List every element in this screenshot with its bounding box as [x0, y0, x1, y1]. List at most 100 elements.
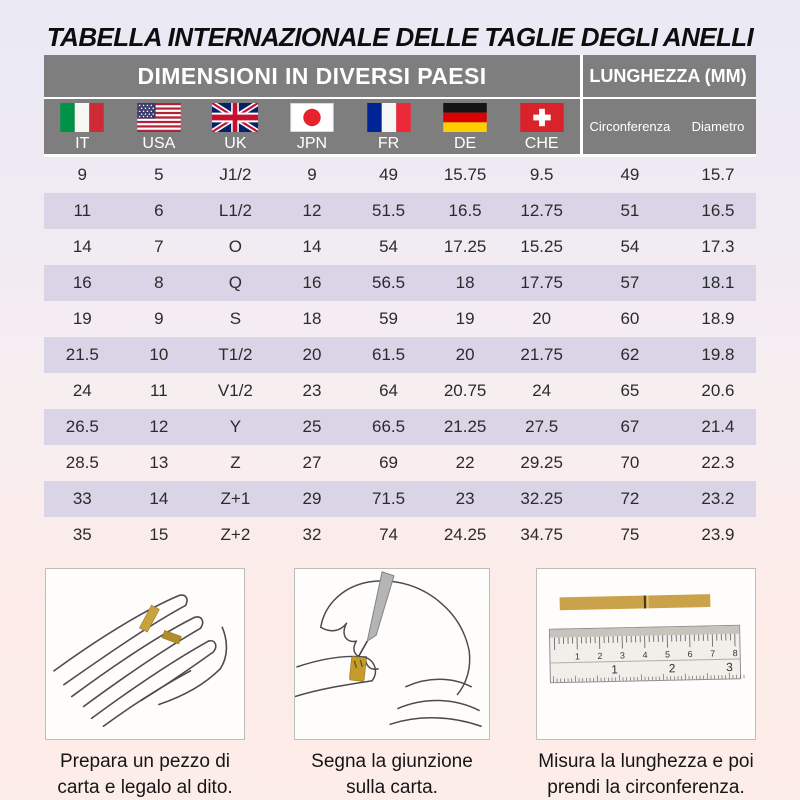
- japan-flag-icon: [290, 102, 334, 132]
- table-cell: 28.5: [65, 453, 99, 472]
- table-cell: 11: [73, 201, 92, 220]
- table-cell: 20.6: [701, 381, 735, 400]
- table-cell: J1/2: [219, 165, 252, 184]
- measurement-instructions: Prepara un pezzo di carta e legalo al di…: [0, 568, 800, 800]
- table-cell: 21.5: [65, 345, 99, 364]
- instruction-figure-1: [45, 568, 245, 740]
- table-cell: 9: [154, 309, 164, 328]
- country-code-label: CHE: [524, 134, 559, 152]
- table-cell: 19.8: [701, 345, 735, 364]
- ruler-body: [548, 624, 742, 684]
- table-cell: 15.7: [701, 165, 735, 184]
- country-column-jpn: JPN: [274, 99, 351, 154]
- svg-text:8: 8: [733, 648, 738, 658]
- table-cell: 72: [620, 489, 640, 508]
- table-header-row: DIMENSIONI IN DIVERSI PAESI LUNGHEZZA (M…: [44, 55, 756, 99]
- table-cell: 66.5: [371, 417, 406, 436]
- paper-strip: [559, 594, 711, 611]
- table-cell: 23: [302, 381, 322, 400]
- table-cell: 74: [379, 525, 398, 544]
- uk-flag-icon: [212, 102, 259, 132]
- table-row: 11 6 L1/2 12 51.5 16.5 12.75 51 16.5: [44, 193, 756, 229]
- table-row: 33 14 Z+1 29 71.5 23 32.25 72 23.2: [44, 481, 756, 517]
- country-column-usa: USA: [121, 99, 198, 154]
- table-cell: 20: [532, 309, 552, 328]
- country-column-che: CHE: [503, 99, 580, 154]
- table-cell: 61.5: [371, 345, 406, 364]
- table-cell: 15.25: [520, 237, 563, 256]
- table-row: 24 11 V1/2 23 64 20.75 24 65 20.6: [44, 373, 756, 409]
- table-cell: 12.75: [520, 201, 563, 220]
- table-cell: 15.75: [443, 165, 487, 184]
- diameter-column-header: Diametro: [691, 119, 745, 134]
- instruction-caption-1: Prepara un pezzo di carta e legalo al di…: [57, 751, 233, 798]
- country-code-label: USA: [142, 134, 176, 152]
- table-cell: 11: [150, 381, 168, 400]
- table-cell: Z: [230, 453, 241, 472]
- marking-paper-with-pen-illustration: [295, 571, 482, 727]
- table-cell: S: [229, 309, 242, 328]
- svg-text:2: 2: [669, 661, 676, 675]
- table-body: 9 5 J1/2 9 49 15.75 9.5 49 15.7 11 6 L1/2 12 51.5 16.5…: [44, 157, 756, 553]
- table-cell: 16: [72, 273, 92, 292]
- table-cell: 12: [302, 201, 322, 220]
- svg-text:1: 1: [575, 651, 580, 661]
- table-cell: 60: [620, 309, 640, 328]
- table-row: 26.5 12 Y 25 66.5 21.25 27.5 67 21.4: [44, 409, 756, 445]
- table-cell: O: [228, 237, 243, 256]
- table-row: 28.5 13 Z 27 69 22 29.25 70 22.3: [44, 445, 756, 481]
- table-cell: 62: [620, 345, 640, 364]
- table-cell: Z+2: [220, 525, 251, 544]
- table-cell: 18.9: [701, 309, 735, 328]
- table-cell: 19: [455, 309, 475, 328]
- table-cell: 9: [307, 165, 317, 184]
- table-cell: 16: [302, 273, 322, 292]
- table-cell: 64: [379, 381, 398, 400]
- table-cell: 27: [302, 453, 322, 472]
- table-cell: 20: [455, 345, 475, 364]
- table-cell: L1/2: [218, 201, 252, 220]
- table-cell: 65: [620, 381, 640, 400]
- table-cell: 19: [72, 309, 92, 328]
- table-cell: 24: [72, 381, 92, 400]
- table-cell: 27.5: [525, 417, 559, 436]
- page-title: TABELLA INTERNAZIONALE DELLE TAGLIE DEGL…: [46, 22, 754, 52]
- table-cell: 54: [620, 237, 640, 256]
- table-cell: 22: [455, 453, 475, 472]
- svg-text:7: 7: [710, 649, 715, 659]
- svg-text:3: 3: [620, 650, 625, 660]
- header-section-divider: [580, 55, 583, 157]
- table-cell: 9: [77, 165, 88, 184]
- table-cell: Z+1: [220, 489, 251, 508]
- france-flag-icon: [366, 102, 411, 132]
- table-cell: 23: [455, 489, 475, 508]
- svg-text:3: 3: [726, 660, 733, 674]
- instruction-step-2: Segna la giunzione sulla carta.: [272, 568, 512, 800]
- table-cell: 14: [302, 237, 322, 256]
- table-cell: 69: [379, 453, 398, 472]
- table-cell: 18: [455, 273, 475, 292]
- table-cell: 20: [302, 345, 322, 364]
- table-cell: Y: [229, 417, 242, 436]
- country-code-label: DE: [453, 134, 477, 152]
- table-cell: 26.5: [65, 417, 99, 436]
- table-cell: 21.75: [520, 345, 563, 364]
- table-row: 16 8 Q 16 56.5 18 17.75 57 18.1: [44, 265, 756, 301]
- table-row: 9 5 J1/2 9 49 15.75 9.5 49 15.7: [44, 157, 756, 193]
- table-cell: T1/2: [218, 345, 253, 364]
- table-cell: 18.1: [701, 273, 735, 292]
- table-cell: 29: [302, 489, 322, 508]
- table-cell: 20.75: [443, 381, 487, 400]
- table-cell: 9.5: [529, 165, 554, 184]
- country-code-label: UK: [224, 134, 247, 152]
- table-cell: 35: [72, 525, 92, 544]
- svg-text:5: 5: [665, 649, 670, 659]
- table-cell: 5: [154, 165, 164, 184]
- ring-size-table: DIMENSIONI IN DIVERSI PAESI LUNGHEZZA (M…: [44, 55, 756, 553]
- table-cell: 49: [379, 165, 398, 184]
- table-cell: 51: [620, 201, 640, 220]
- table-cell: 6: [154, 201, 164, 220]
